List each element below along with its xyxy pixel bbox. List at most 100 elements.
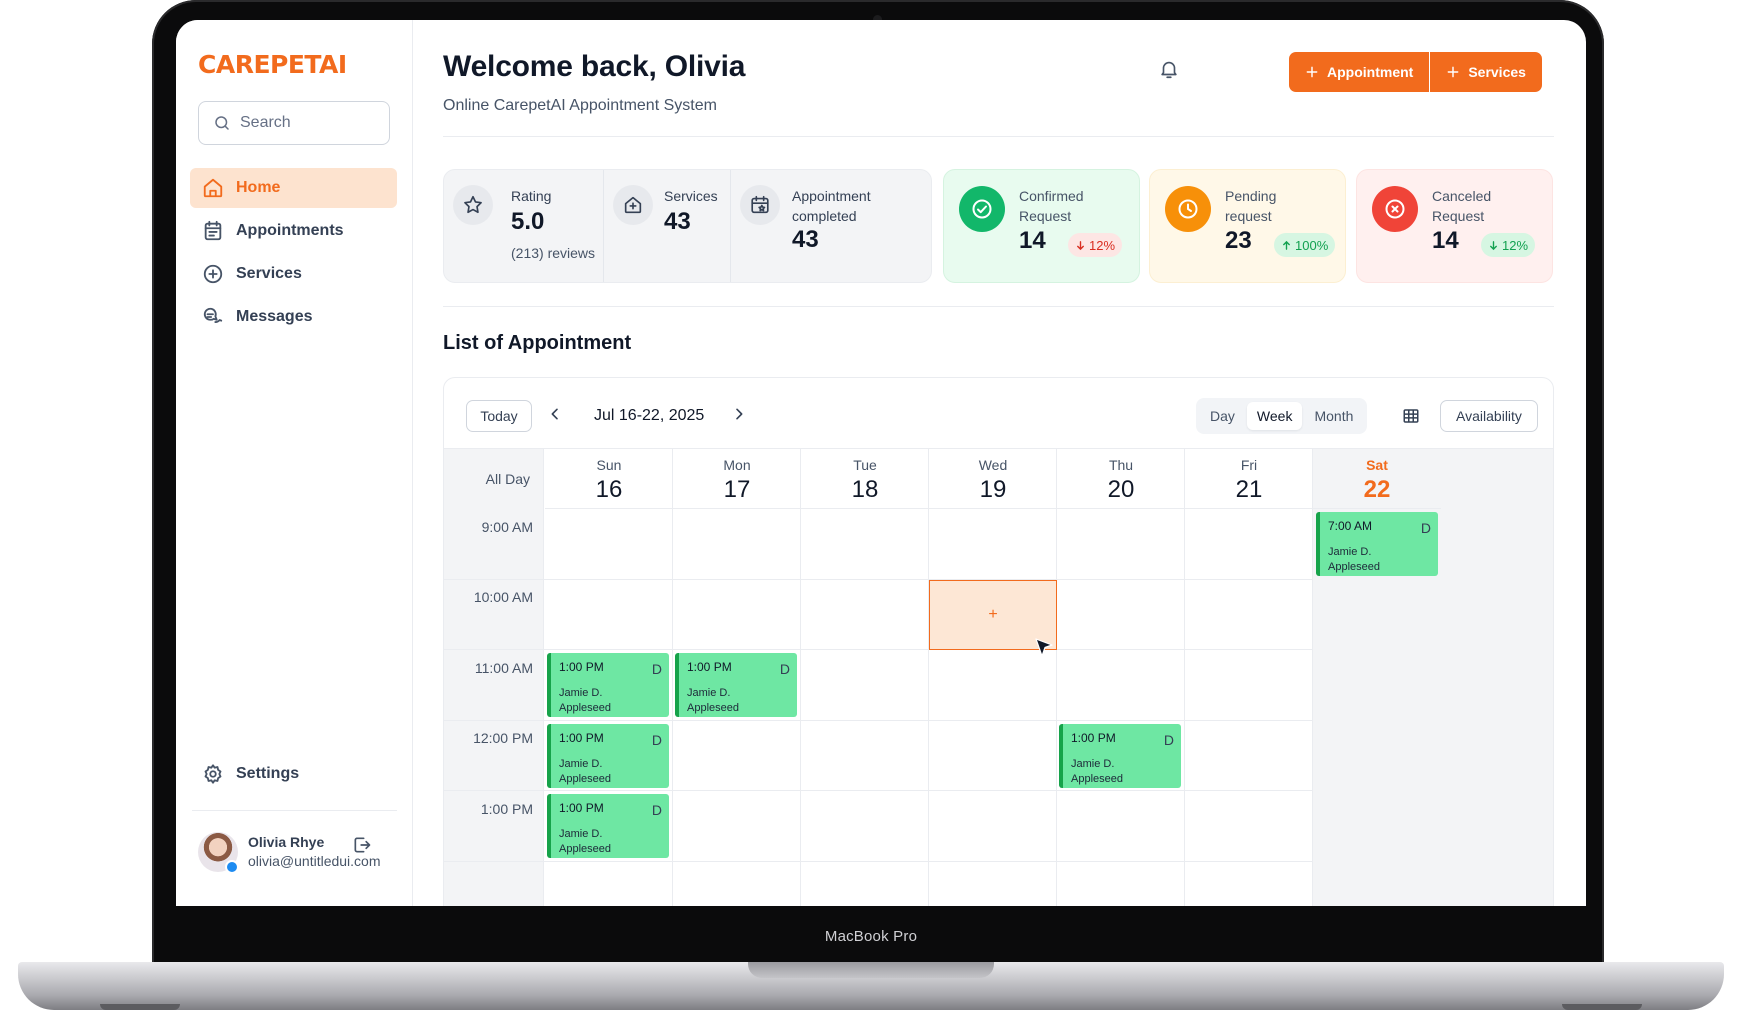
day-name: Wed — [978, 457, 1008, 473]
event-badge: D — [651, 802, 662, 818]
day-header[interactable]: Fri 21 — [1185, 449, 1313, 509]
logout-icon[interactable] — [352, 835, 372, 855]
sidebar-item-messages[interactable]: Messages — [190, 297, 397, 337]
time-label: 1:00 PM — [480, 801, 533, 817]
pending-request-card[interactable]: Pending request 23 100% — [1149, 169, 1346, 283]
status-label: Confirmed Request — [1019, 186, 1084, 226]
search-box[interactable] — [198, 101, 390, 145]
canceled-request-card[interactable]: Canceled Request 14 12% — [1356, 169, 1553, 283]
day-header[interactable]: Tue 18 — [801, 449, 929, 509]
main-content: Welcome back, Olivia Online CarepetAI Ap… — [413, 20, 1586, 906]
event-client: Jamie D. Appleseed — [559, 687, 611, 714]
day-column-fri[interactable]: Fri 21 — [1185, 449, 1313, 906]
day-number: 18 — [851, 476, 879, 503]
event-client: Jamie D. Appleseed — [1071, 758, 1123, 785]
search-input[interactable] — [240, 114, 380, 132]
availability-button[interactable]: Availability — [1440, 400, 1538, 432]
event-badge: D — [651, 732, 662, 748]
view-week-button[interactable]: Week — [1246, 402, 1303, 430]
day-header[interactable]: Sat 22 — [1313, 449, 1441, 509]
sidebar-item-label: Services — [236, 265, 302, 282]
chat-bubbles-icon — [203, 307, 223, 323]
day-header[interactable]: Wed 19 — [929, 449, 1057, 509]
appointment-event[interactable]: 7:00 AM D Jamie D. Appleseed — [1316, 512, 1438, 576]
event-badge: D — [779, 661, 790, 677]
mouse-cursor-icon — [1035, 638, 1053, 657]
sidebar-item-services[interactable]: Services — [190, 254, 397, 294]
status-value: 14 — [1019, 227, 1046, 254]
chevron-right-icon[interactable] — [731, 406, 747, 422]
sidebar-item-home[interactable]: Home — [190, 168, 397, 208]
day-column-mon[interactable]: Mon 17 — [673, 449, 801, 906]
today-button[interactable]: Today — [466, 400, 532, 432]
sidebar-item-settings[interactable]: Settings — [190, 754, 397, 794]
confirmed-request-card[interactable]: Confirmed Request 14 12% — [943, 169, 1140, 283]
day-column-sun[interactable]: Sun 16 — [545, 449, 673, 906]
status-value: 14 — [1432, 227, 1459, 254]
day-header[interactable]: Mon 17 — [673, 449, 801, 509]
appointment-event[interactable]: 1:00 PM D Jamie D. Appleseed — [547, 794, 669, 858]
calendar-toolbar: Today Jul 16-22, 2025 Day Week Month Ava… — [444, 378, 1553, 448]
event-badge: D — [1420, 520, 1431, 536]
sidebar-item-appointments[interactable]: Appointments — [190, 211, 397, 251]
delta-value: 12% — [1502, 237, 1529, 253]
hour-line — [444, 720, 1553, 721]
appointment-calendar: Today Jul 16-22, 2025 Day Week Month Ava… — [443, 377, 1554, 906]
add-services-button[interactable]: Services — [1429, 52, 1542, 92]
view-day-button[interactable]: Day — [1210, 408, 1235, 424]
new-appointment-slot[interactable]: + — [929, 580, 1057, 650]
stat-sub: (213) reviews — [511, 245, 596, 261]
status-label: Canceled Request — [1432, 186, 1491, 226]
event-client: Jamie D. Appleseed — [559, 828, 611, 855]
day-name: Tue — [853, 457, 877, 473]
status-label-line1: Pending — [1225, 188, 1277, 204]
calendar-list-icon — [204, 220, 222, 241]
chevron-left-icon[interactable] — [547, 406, 563, 422]
appointment-event[interactable]: 1:00 PM D Jamie D. Appleseed — [547, 724, 669, 788]
appointment-event[interactable]: 1:00 PM D Jamie D. Appleseed — [547, 653, 669, 717]
day-number: 17 — [723, 476, 751, 503]
add-appointment-button[interactable]: Appointment — [1289, 52, 1430, 92]
calendar-star-icon — [740, 185, 780, 225]
day-column-thu[interactable]: Thu 20 — [1057, 449, 1185, 906]
user-name: Olivia Rhye — [248, 834, 325, 850]
home-icon — [203, 178, 223, 198]
hour-line — [444, 861, 1553, 862]
day-number: 19 — [979, 476, 1007, 503]
day-number: 22 — [1363, 476, 1391, 503]
view-month-button[interactable]: Month — [1314, 408, 1354, 424]
day-number: 16 — [595, 476, 623, 503]
day-column-wed[interactable]: Wed 19 — [929, 449, 1057, 906]
day-name: Sat — [1366, 457, 1388, 473]
event-badge: D — [1163, 732, 1174, 748]
appointment-event[interactable]: 1:00 PM D Jamie D. Appleseed — [675, 653, 797, 717]
event-client: Jamie D. Appleseed — [1328, 546, 1380, 573]
hour-line — [444, 579, 1553, 580]
gear-icon — [204, 764, 222, 784]
bell-icon[interactable] — [1158, 58, 1180, 80]
day-header[interactable]: Thu 20 — [1057, 449, 1185, 509]
laptop-foot — [1562, 1004, 1642, 1010]
stat-rating: Rating 5.0 (213) reviews — [444, 170, 604, 282]
event-time: 1:00 PM — [559, 731, 604, 745]
day-column-tue[interactable]: Tue 18 — [801, 449, 929, 906]
brand-logo[interactable]: CAREPETAI — [198, 50, 347, 79]
user-profile[interactable]: Olivia Rhye olivia@untitledui.com — [198, 832, 398, 880]
stats-summary: Rating 5.0 (213) reviews Services 43 App… — [443, 169, 932, 283]
camera-dot — [873, 15, 882, 24]
device-label: MacBook Pro — [824, 928, 918, 945]
laptop-notch — [748, 962, 994, 978]
stat-services: Services 43 — [604, 170, 731, 282]
stat-value: 43 — [792, 226, 819, 253]
arrow-down-icon — [1490, 240, 1497, 250]
appointment-event[interactable]: 1:00 PM D Jamie D. Appleseed — [1059, 724, 1181, 788]
day-name: Sun — [596, 457, 622, 473]
event-badge: D — [651, 661, 662, 677]
grid-view-icon[interactable] — [1402, 407, 1420, 425]
star-icon — [453, 185, 493, 225]
event-time: 1:00 PM — [559, 801, 604, 815]
calendar-grid: All Day 9:00 AM 10:00 AM 11:00 AM 12:00 … — [444, 448, 1553, 906]
arrow-up-icon — [1283, 240, 1290, 250]
day-header[interactable]: Sun 16 — [545, 449, 673, 509]
stat-label-line2: completed — [792, 208, 857, 224]
